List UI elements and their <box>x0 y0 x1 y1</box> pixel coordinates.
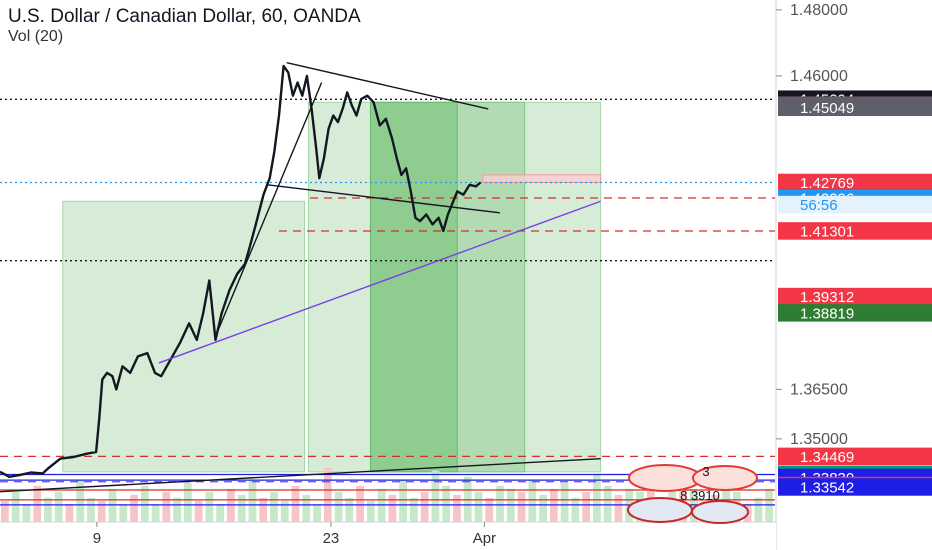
volume-bar <box>162 491 171 522</box>
volume-indicator-label: Vol (20) <box>8 28 64 45</box>
volume-bar <box>442 485 451 522</box>
volume-bar <box>474 491 483 522</box>
volume-bar <box>356 485 364 522</box>
volume-bar <box>1 500 9 522</box>
price-label-text: 1.33542 <box>800 479 854 496</box>
trendline-support <box>158 200 601 364</box>
us-flag-icon <box>691 500 749 524</box>
volume-bar <box>183 482 192 522</box>
trendline-rising-support <box>214 82 323 337</box>
volume-bar <box>345 497 354 522</box>
volume-bar <box>334 491 343 522</box>
volume-bar <box>420 491 429 522</box>
volume-bar <box>366 500 375 522</box>
price-label-text: 56:56 <box>800 197 838 214</box>
volume-bar <box>65 503 74 522</box>
chart-title: U.S. Dollar / Canadian Dollar, 60, OANDA <box>8 6 361 27</box>
volume-bar <box>216 503 225 522</box>
volume-bar <box>291 485 300 522</box>
volume-bar <box>582 491 591 522</box>
volume-bar <box>754 497 763 522</box>
position-zone-4 <box>482 174 602 183</box>
volume-bar <box>571 497 580 522</box>
volume-bar <box>87 497 95 522</box>
canada-flag-icon <box>692 465 758 491</box>
price-label-badge <box>778 478 932 496</box>
trendline-long-support <box>0 457 601 493</box>
price-label-badge <box>778 173 932 192</box>
price-line <box>0 64 482 478</box>
volume-bar <box>140 485 149 522</box>
flag-logo-watermark: 3 8 3910 <box>627 464 758 524</box>
volume-bar <box>11 491 20 522</box>
price-label-badge <box>778 304 932 322</box>
volume-bar <box>54 491 63 522</box>
volume-bar <box>173 497 181 522</box>
volume-bar <box>323 467 332 522</box>
volume-bar <box>539 494 547 522</box>
volume-bar <box>560 482 569 522</box>
price-label-badge <box>778 195 932 214</box>
volume-bar <box>485 497 494 522</box>
volume-bar <box>151 503 160 522</box>
volume-bar <box>399 479 408 522</box>
price-label-text: 1.38819 <box>800 305 854 322</box>
volume-bar <box>259 497 268 522</box>
volume-bar <box>517 491 526 522</box>
volume-bar <box>22 503 31 522</box>
volume-bar <box>194 500 203 522</box>
volume-bar <box>431 470 440 522</box>
price-tick-label: 1.48000 <box>790 2 848 19</box>
trendline-channel-bottom <box>267 184 500 214</box>
price-label-badge <box>778 287 932 306</box>
price-label-text: 1.39312 <box>800 289 854 306</box>
price-tick-label: 1.46000 <box>790 68 848 85</box>
trendline-channel-top <box>286 62 489 110</box>
price-label-text: 1.42769 <box>800 175 854 192</box>
volume-bar <box>76 479 85 522</box>
volume-bar <box>130 494 138 522</box>
watermark-text: 8 3910 <box>680 488 720 503</box>
price-tick-label: 1.36500 <box>790 381 848 398</box>
price-label-text: 1.41301 <box>800 223 854 240</box>
volume-bar <box>453 494 461 522</box>
date-axis-background <box>0 522 776 550</box>
price-label-text: 1.45049 <box>800 100 854 117</box>
price-label-badge <box>778 98 932 117</box>
volume-bar <box>614 494 623 522</box>
price-label-badge <box>778 447 932 466</box>
volume-bar <box>496 485 504 522</box>
volume-bar <box>603 485 612 522</box>
volume-bar <box>313 503 321 522</box>
watermark-digit: 3 <box>702 464 709 479</box>
volume-bar <box>205 491 214 522</box>
volume-bar <box>248 479 257 522</box>
price-label-badge <box>778 222 932 240</box>
volume-bar <box>33 485 42 522</box>
volume-bar <box>280 500 289 522</box>
volume-bar <box>410 497 418 522</box>
price-tick-label: 1.35000 <box>790 431 848 448</box>
volume-bar <box>270 491 278 522</box>
date-tick-label: 23 <box>323 530 340 547</box>
position-zone-3 <box>369 101 458 473</box>
volume-bar <box>44 497 52 522</box>
date-tick-label: 9 <box>93 530 101 547</box>
volume-bar <box>528 479 537 522</box>
price-label-text: 1.34469 <box>800 449 854 466</box>
volume-bar <box>97 500 106 522</box>
volume-bar <box>119 503 128 522</box>
volume-bar <box>302 494 311 522</box>
volume-bar <box>237 494 246 522</box>
volume-bar <box>593 473 601 522</box>
volume-bar <box>388 494 397 522</box>
date-tick-label: Apr <box>473 530 496 547</box>
